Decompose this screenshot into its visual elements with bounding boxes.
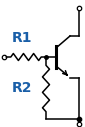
Text: R2: R2 [12, 81, 32, 95]
Text: R1: R1 [12, 31, 32, 45]
